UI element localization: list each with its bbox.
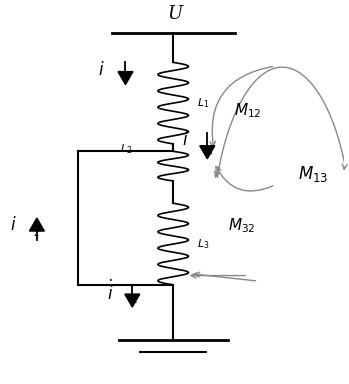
Text: $L_2$: $L_2$ <box>120 142 132 156</box>
Text: $_1$: $_1$ <box>131 293 138 306</box>
Polygon shape <box>118 71 133 84</box>
Text: $i$: $i$ <box>10 217 16 235</box>
Text: $M_{32}$: $M_{32}$ <box>228 216 255 235</box>
Polygon shape <box>29 218 44 231</box>
Text: $M_{12}$: $M_{12}$ <box>235 101 262 120</box>
Text: $_3$: $_3$ <box>206 145 213 158</box>
Text: $L_1$: $L_1$ <box>197 96 209 110</box>
Polygon shape <box>125 294 140 307</box>
Text: $_2$: $_2$ <box>34 227 40 239</box>
Text: U: U <box>167 5 183 23</box>
Text: $i$: $i$ <box>98 61 105 79</box>
Text: $L_3$: $L_3$ <box>197 237 209 251</box>
Text: $M_{13}$: $M_{13}$ <box>298 164 328 184</box>
Text: $i$: $i$ <box>182 131 188 149</box>
Text: $_1$: $_1$ <box>122 71 129 84</box>
Polygon shape <box>200 146 215 159</box>
Text: $\dot{i}$: $\dot{i}$ <box>107 280 113 304</box>
